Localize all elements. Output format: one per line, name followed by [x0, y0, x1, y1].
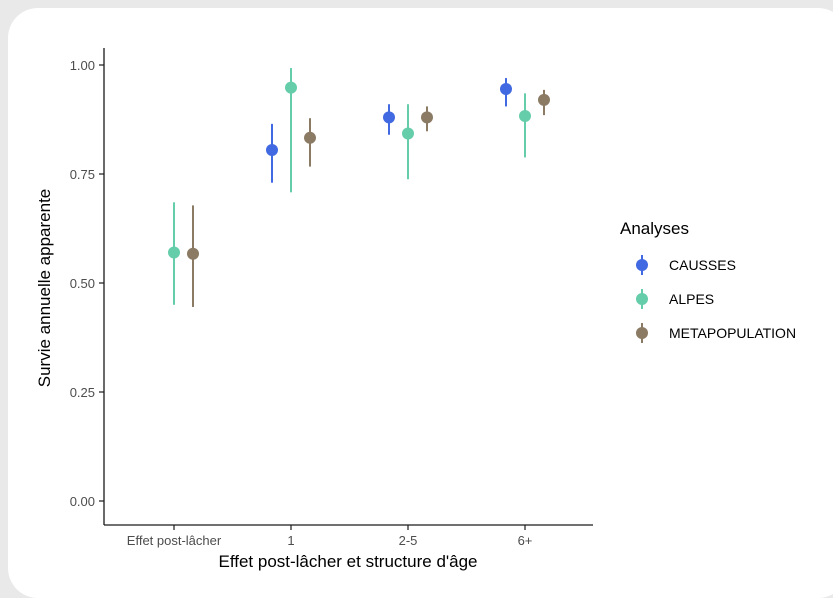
y-tick-label: 0.75 — [70, 167, 95, 182]
point-metapopulation — [187, 247, 199, 260]
legend-key-point-causses — [636, 259, 648, 271]
x-tick-label: 1 — [287, 533, 294, 548]
y-tick-label: 1.00 — [70, 58, 95, 73]
figure-card: 0.00 0.25 0.50 0.75 1.00 Effet post-lâcher 1 2… — [8, 8, 833, 598]
legend-label-metapopulation: METAPOPULATION — [669, 325, 796, 341]
legend-label-alpes: ALPES — [669, 291, 714, 307]
x-tick-label: 6+ — [518, 533, 533, 548]
point-alpes — [402, 127, 414, 140]
x-tick-label: Effet post-lâcher — [127, 533, 222, 548]
y-ticks: 0.00 0.25 0.50 0.75 1.00 — [70, 58, 104, 509]
point-alpes — [168, 246, 180, 259]
legend-key-point-alpes — [636, 293, 648, 305]
point-alpes — [519, 110, 531, 123]
legend: Analyses CAUSSES ALPES METAPOPULATION — [620, 219, 796, 343]
x-tick-label: 2-5 — [399, 533, 418, 548]
point-metapopulation — [304, 131, 316, 144]
survival-chart: 0.00 0.25 0.50 0.75 1.00 Effet post-lâcher 1 2… — [35, 48, 796, 571]
y-tick-label: 0.50 — [70, 276, 95, 291]
legend-title: Analyses — [620, 219, 689, 238]
point-causses — [266, 144, 278, 157]
y-tick-label: 0.25 — [70, 385, 95, 400]
point-metapopulation — [538, 93, 550, 106]
x-ticks: Effet post-lâcher 1 2-5 6+ — [127, 525, 533, 548]
legend-label-causses: CAUSSES — [669, 257, 736, 273]
axes — [103, 48, 593, 526]
point-causses — [500, 82, 512, 95]
legend-key-point-metapopulation — [636, 327, 648, 339]
legend-items: CAUSSES ALPES METAPOPULATION — [636, 255, 796, 343]
x-axis-title: Effet post-lâcher et structure d'âge — [218, 552, 477, 571]
data-marks — [168, 68, 550, 307]
y-tick-label: 0.00 — [70, 494, 95, 509]
point-causses — [383, 111, 395, 124]
point-metapopulation — [421, 111, 433, 124]
y-axis-title: Survie annuelle apparente — [35, 189, 54, 387]
point-alpes — [285, 81, 297, 94]
